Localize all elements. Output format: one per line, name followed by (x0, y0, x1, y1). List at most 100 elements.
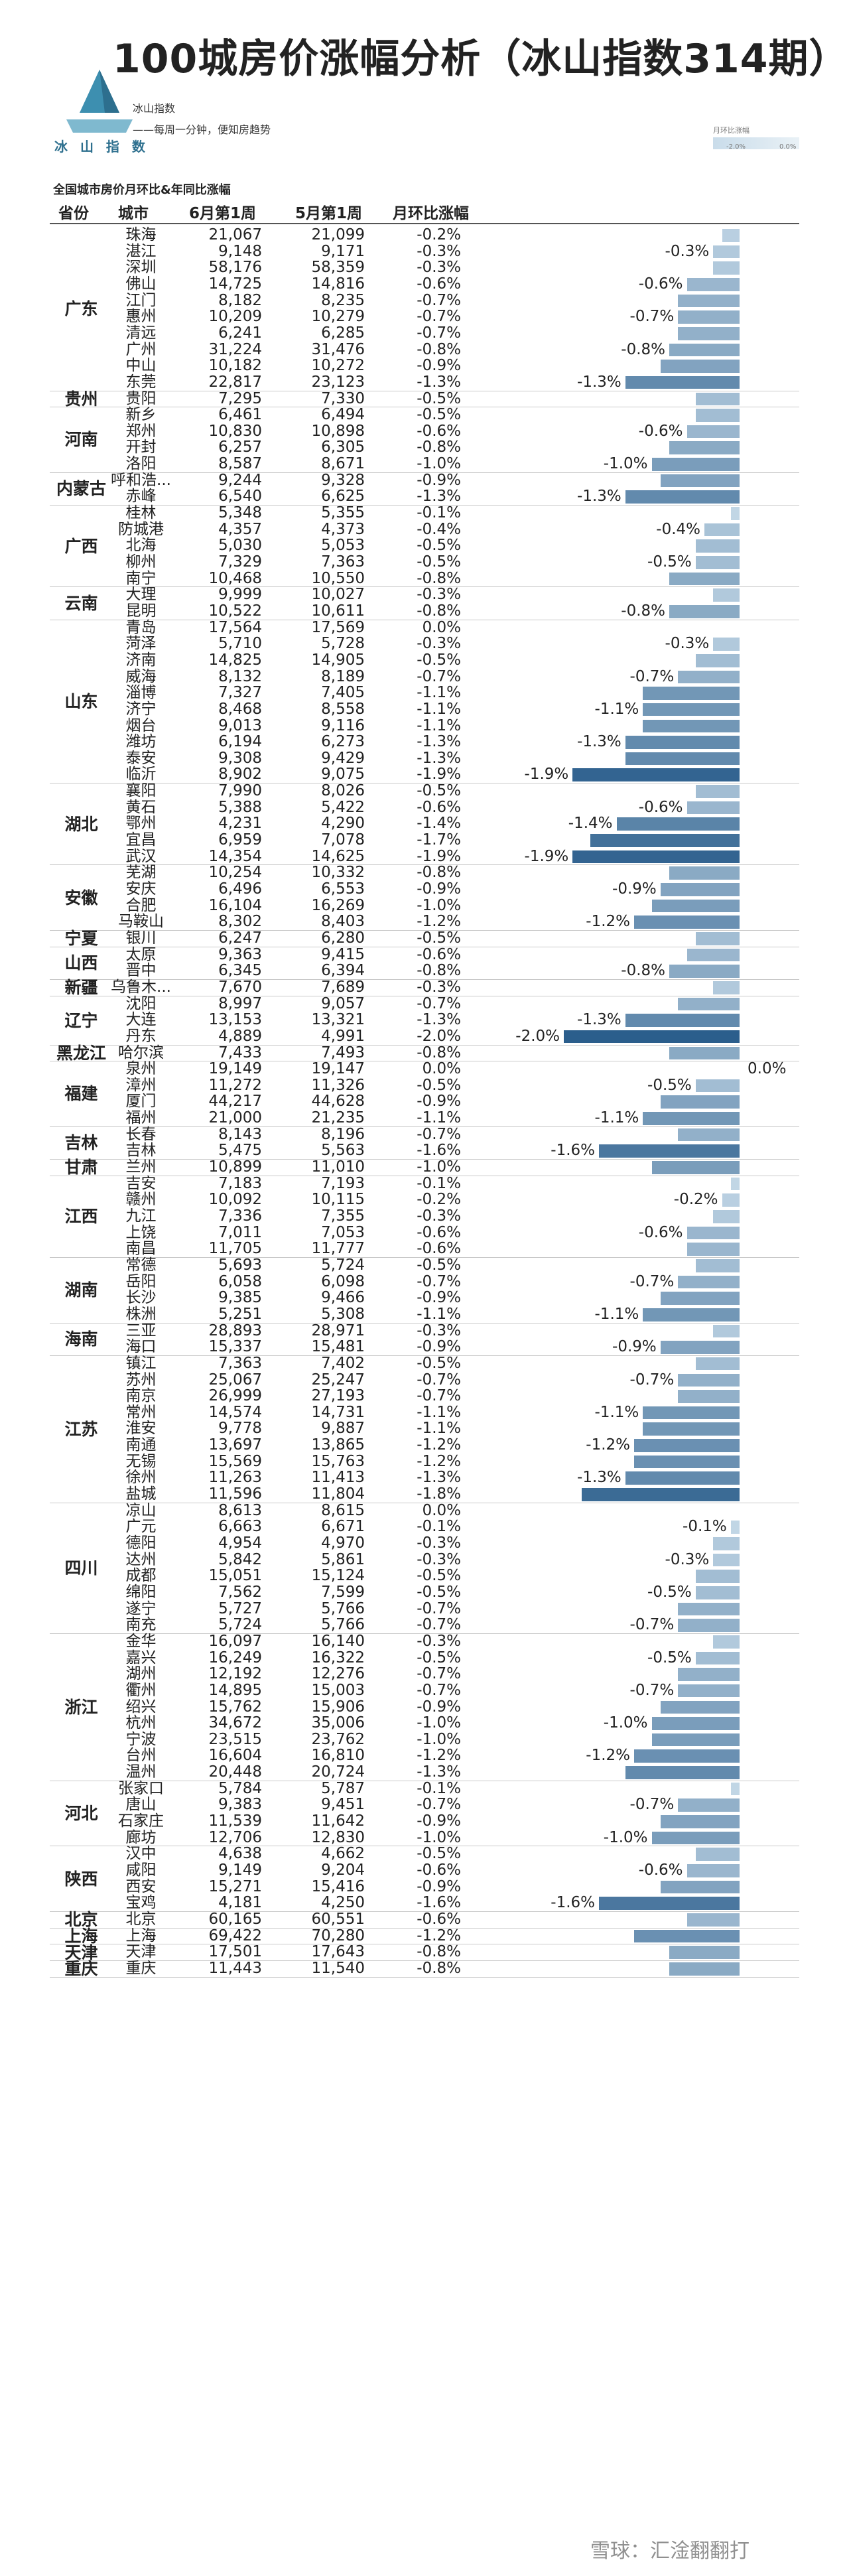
row-mom-change: -0.9% (417, 1698, 461, 1716)
row-city: 防城港 (118, 520, 164, 538)
row-jun-price: 10,182 (208, 357, 262, 375)
mom-bar-label: -0.4% (656, 520, 700, 538)
row-jun-price: 58,176 (208, 259, 262, 277)
row-jun-price: 7,433 (218, 1044, 262, 1061)
row-mom-change: -0.5% (417, 782, 461, 800)
row-mom-change: -0.5% (417, 929, 461, 947)
mom-bar (722, 229, 740, 242)
mom-bar (643, 1112, 740, 1125)
mom-bar (572, 768, 740, 782)
row-may-price: 9,116 (321, 716, 365, 734)
row-mom-change: -0.7% (417, 1599, 461, 1617)
row-jun-price: 7,183 (218, 1174, 262, 1192)
mom-bar (713, 1635, 740, 1649)
mom-bar (686, 277, 740, 291)
mom-bar (730, 1521, 740, 1534)
row-jun-price: 6,461 (218, 406, 262, 424)
row-jun-price: 10,468 (208, 569, 262, 587)
mom-bar-label: -0.6% (638, 275, 683, 293)
header-divider (50, 223, 799, 224)
mom-bar (713, 1324, 740, 1338)
row-may-price: 4,662 (321, 1845, 365, 1863)
header-province: 省份 (58, 205, 89, 222)
mom-bar (669, 1962, 740, 1976)
row-city: 西安 (125, 1877, 157, 1895)
row-mom-change: -0.1% (417, 504, 461, 522)
row-may-price: 7,355 (321, 1207, 365, 1225)
province-label: 重庆 (64, 1959, 98, 1979)
row-mom-change: -1.9% (417, 766, 461, 783)
row-jun-price: 5,727 (218, 1599, 262, 1617)
row-jun-price: 17,564 (208, 618, 262, 636)
row-city: 重庆 (125, 1959, 157, 1977)
row-may-price: 10,332 (311, 864, 365, 882)
row-mom-change: -0.6% (417, 1910, 461, 1928)
mom-bar-label: -1.3% (577, 733, 621, 751)
mom-bar (686, 425, 740, 439)
row-jun-price: 5,710 (218, 635, 262, 653)
mom-bar-label: -1.1% (594, 1305, 639, 1323)
row-jun-price: 6,345 (218, 962, 262, 980)
province-label: 浙江 (64, 1697, 98, 1717)
row-jun-price: 14,725 (208, 275, 262, 293)
mom-bar-label: -1.1% (594, 1403, 639, 1421)
legend-gradient (713, 137, 799, 149)
row-mom-change: -0.6% (417, 275, 461, 293)
mom-bar-label: -0.7% (629, 667, 675, 685)
row-mom-change: -0.7% (417, 1387, 461, 1405)
mom-bar-label: -1.2% (586, 1436, 630, 1454)
mom-bar-label: -0.6% (638, 1862, 683, 1879)
row-may-price: 6,273 (321, 733, 365, 751)
row-may-price: 13,865 (311, 1436, 365, 1454)
province-label: 吉林 (64, 1133, 98, 1153)
province-label: 山东 (64, 691, 98, 711)
mom-bar (669, 343, 740, 357)
mom-bar (651, 899, 740, 913)
row-jun-price: 12,706 (208, 1828, 262, 1846)
row-jun-price: 15,569 (208, 1452, 262, 1470)
mom-bar (634, 915, 740, 929)
row-mom-change: -0.6% (417, 422, 461, 440)
row-may-price: 4,250 (321, 1894, 365, 1912)
row-mom-change: -0.8% (417, 602, 461, 620)
row-mom-change: -1.0% (417, 1158, 461, 1176)
group-divider (50, 472, 799, 473)
row-mom-change: -0.9% (417, 1877, 461, 1895)
row-city: 合肥 (125, 896, 157, 914)
row-mom-change: -1.7% (417, 831, 461, 849)
row-may-price: 15,906 (311, 1698, 365, 1716)
page-title: 100城房价涨幅分析（冰山指数314期） (113, 36, 849, 82)
row-mom-change: -0.3% (417, 1207, 461, 1225)
row-mom-change: -1.0% (417, 455, 461, 473)
row-may-price: 12,830 (311, 1828, 365, 1846)
mom-bar-label: -0.5% (647, 1583, 692, 1601)
row-jun-price: 69,422 (208, 1927, 262, 1944)
row-may-price: 6,625 (321, 488, 365, 506)
mom-bar-label: -1.9% (524, 766, 569, 783)
row-city: 海口 (125, 1338, 157, 1356)
province-label: 新疆 (64, 978, 98, 998)
row-mom-change: -0.9% (417, 1093, 461, 1111)
mom-bar-label: -1.4% (568, 815, 613, 833)
row-jun-price: 16,104 (208, 896, 262, 914)
row-may-price: 5,787 (321, 1779, 365, 1797)
row-city: 遂宁 (125, 1599, 157, 1617)
row-jun-price: 10,092 (208, 1191, 262, 1209)
row-jun-price: 7,336 (218, 1207, 262, 1225)
row-may-price: 7,330 (321, 389, 365, 407)
mom-bar (686, 1226, 740, 1240)
row-city: 晋中 (125, 962, 157, 980)
row-may-price: 8,235 (321, 291, 365, 309)
row-may-price: 16,269 (311, 896, 365, 914)
mom-bar (625, 375, 740, 389)
province-label: 北京 (64, 1910, 98, 1930)
row-may-price: 4,970 (321, 1534, 365, 1552)
row-jun-price: 15,337 (208, 1338, 262, 1356)
mom-bar-label: -1.9% (524, 847, 569, 865)
row-jun-price: 7,329 (218, 553, 262, 571)
mom-bar-label: -0.6% (638, 422, 683, 440)
row-mom-change: -1.0% (417, 896, 461, 914)
row-may-price: 5,728 (321, 635, 365, 653)
row-city: 珠海 (125, 226, 157, 243)
mom-bar (713, 981, 740, 994)
